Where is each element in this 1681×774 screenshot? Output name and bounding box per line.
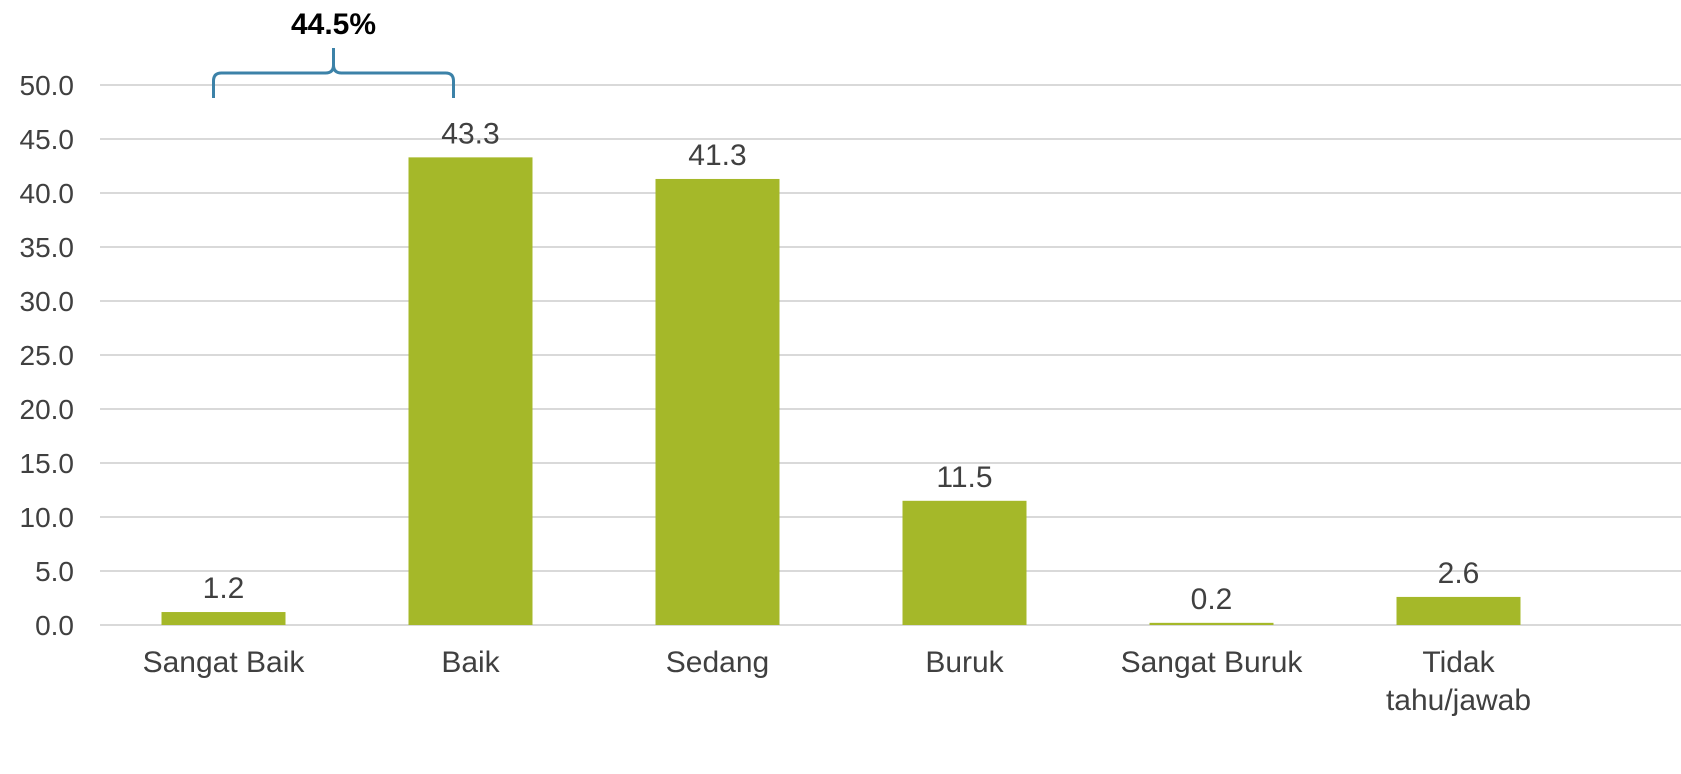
y-tick-label: 45.0 <box>20 124 75 155</box>
category-label: Sedang <box>666 646 769 679</box>
category-label: Sangat Buruk <box>1121 646 1304 679</box>
category-label: Baik <box>441 646 500 679</box>
y-tick-label: 20.0 <box>20 394 75 425</box>
bar <box>1149 622 1274 625</box>
bracket-annotation <box>212 48 455 98</box>
y-axis-ticks: 0.0 5.0 10.0 15.0 20.0 25.0 30.0 35.0 40.0 45.0 50… <box>20 70 75 641</box>
y-tick-label: 35.0 <box>20 232 75 263</box>
bar <box>1396 596 1521 625</box>
y-tick-label: 5.0 <box>35 556 74 587</box>
annotation: 44.5% <box>212 8 455 98</box>
gridlines <box>100 84 1681 626</box>
y-tick-label: 25.0 <box>20 340 75 371</box>
bar <box>408 157 533 626</box>
data-label: 11.5 <box>936 461 992 494</box>
category-label: Tidak tahu/jawab <box>1386 646 1531 717</box>
data-label: 0.2 <box>1191 583 1233 616</box>
data-label: 1.2 <box>203 572 245 605</box>
y-tick-label: 30.0 <box>20 286 75 317</box>
data-labels: 1.2 43.3 41.3 11.5 0.2 2.6 <box>203 117 1480 615</box>
data-label: 43.3 <box>441 117 499 150</box>
data-label: 41.3 <box>688 139 746 172</box>
annotation-label: 44.5% <box>291 8 376 41</box>
bar <box>655 178 780 625</box>
y-tick-label: 50.0 <box>20 70 75 101</box>
y-tick-label: 40.0 <box>20 178 75 209</box>
data-label: 2.6 <box>1438 557 1480 590</box>
bars <box>161 157 1521 626</box>
y-tick-label: 15.0 <box>20 448 75 479</box>
category-labels: Sangat Baik Baik Sedang Buruk Sangat Buruk Ti… <box>143 646 1531 717</box>
category-label: Buruk <box>925 646 1004 679</box>
category-label: Sangat Baik <box>143 646 306 679</box>
bar <box>161 612 286 625</box>
bar <box>902 500 1027 625</box>
y-tick-label: 0.0 <box>35 610 74 641</box>
y-tick-label: 10.0 <box>20 502 75 533</box>
